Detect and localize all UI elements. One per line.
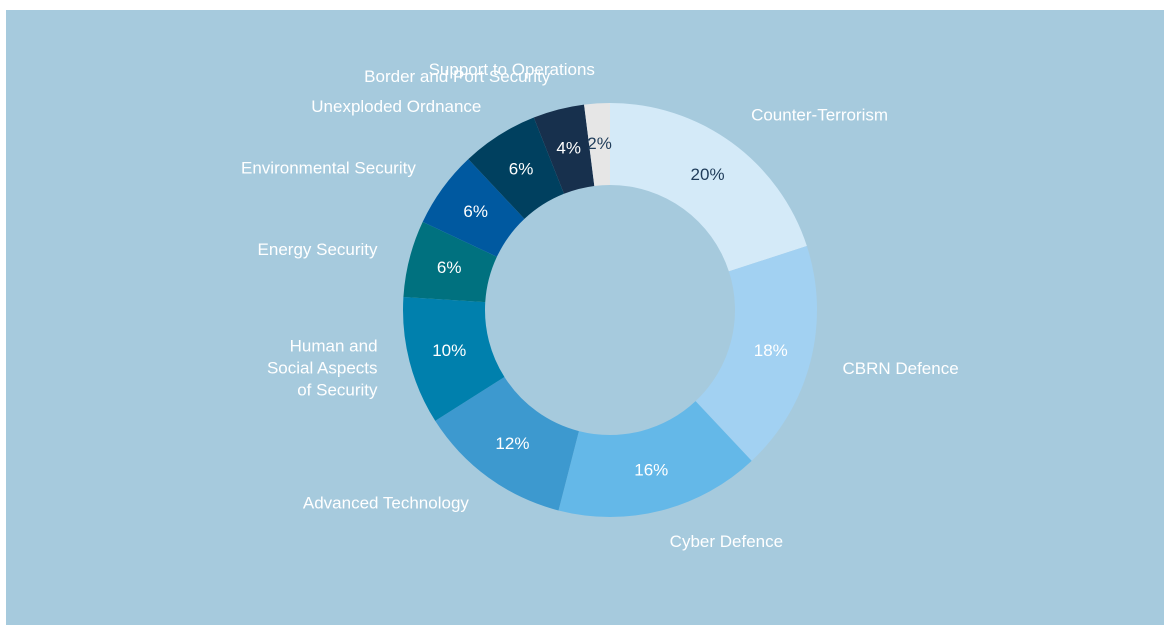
slice (558, 401, 752, 517)
category-label: CBRN Defence (842, 359, 958, 378)
value-label: 2% (587, 134, 612, 153)
value-label: 6% (463, 202, 488, 221)
slice (584, 103, 610, 186)
category-label: Counter-Terrorism (751, 105, 888, 124)
value-label: 12% (495, 434, 529, 453)
value-label: 10% (432, 341, 466, 360)
value-label: 20% (691, 165, 725, 184)
category-label: Support to Operations (429, 60, 595, 79)
category-label: Energy Security (258, 240, 378, 259)
category-label: Cyber Defence (670, 532, 783, 551)
value-label: 6% (509, 159, 534, 178)
slice (695, 246, 817, 461)
category-label: Unexploded Ordnance (311, 97, 481, 116)
value-label: 6% (437, 258, 462, 277)
category-label: Border and Port Security (364, 67, 551, 86)
value-label: 4% (556, 139, 581, 158)
value-label: 18% (754, 341, 788, 360)
value-label: 16% (634, 460, 668, 479)
slice (610, 103, 807, 272)
slice (403, 297, 505, 421)
category-label: Environmental Security (241, 158, 416, 177)
category-label: Advanced Technology (303, 494, 470, 513)
slice (468, 117, 564, 219)
slice (403, 221, 497, 303)
slice (422, 159, 525, 257)
slice (533, 104, 595, 194)
slice (435, 376, 579, 511)
background (6, 10, 1164, 625)
category-label: Human and Social Aspects of Security (267, 337, 378, 400)
